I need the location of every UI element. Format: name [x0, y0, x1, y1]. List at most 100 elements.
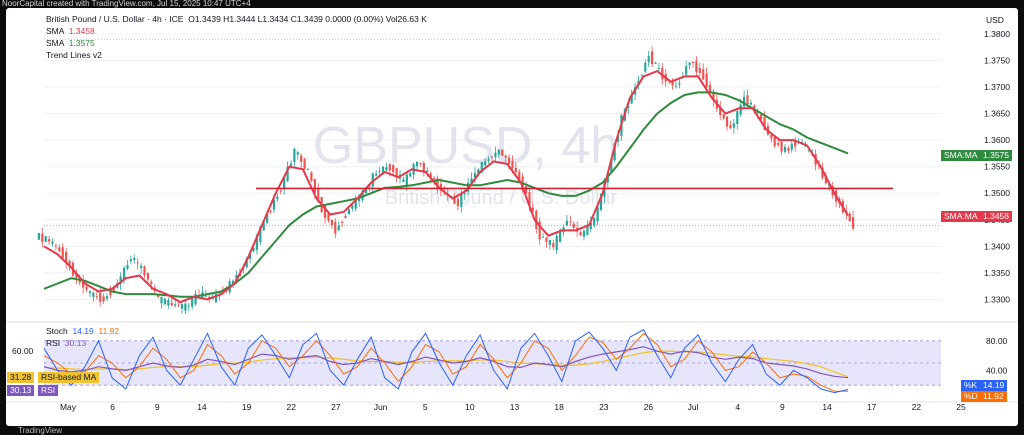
candle-body: [518, 171, 521, 182]
candle-body: [68, 260, 71, 266]
candle-body: [674, 85, 678, 87]
time-tick-label: 25: [956, 402, 966, 412]
candle-body: [180, 304, 184, 309]
candle-body: [61, 247, 64, 259]
candle-body: [753, 105, 756, 110]
candle-body: [163, 298, 167, 305]
candle-body: [44, 236, 47, 242]
candle-body: [535, 210, 538, 229]
candle-body: [821, 167, 824, 178]
candle-body: [429, 173, 432, 178]
candle-body: [470, 178, 473, 183]
price-tick-label: 1.3650: [984, 109, 1010, 119]
time-tick-label: 5: [423, 402, 428, 412]
candle-body: [95, 296, 98, 297]
candle-body: [780, 142, 783, 152]
candle-body: [112, 288, 115, 291]
time-tick-label: 17: [867, 402, 877, 412]
legend-sma-fast[interactable]: SMA 1.3458: [46, 26, 95, 37]
legend-sma-slow[interactable]: SMA 1.3575: [46, 38, 95, 49]
candle-body: [306, 169, 310, 170]
candle-body: [133, 257, 136, 261]
candle-body: [824, 175, 827, 184]
candle-body: [708, 84, 712, 92]
candle-body: [640, 74, 643, 76]
time-tick-label: May: [60, 402, 77, 412]
candle-body: [82, 280, 85, 288]
price-tick-label: 1.3750: [984, 56, 1010, 66]
watermark-symbol: GBPUSD, 4h: [313, 117, 619, 175]
candle-body: [511, 161, 514, 169]
candle-body: [742, 96, 746, 107]
candle-body: [729, 125, 732, 129]
candle-body: [688, 62, 691, 66]
sma-fast-value: 1.3458: [68, 26, 95, 36]
osc-left-tick: 60.00: [12, 346, 34, 356]
candle-body: [460, 194, 463, 207]
candle-body: [773, 137, 776, 146]
candle-body: [630, 94, 633, 104]
candle-body: [627, 106, 630, 108]
candle-body: [480, 161, 483, 173]
candle-body: [187, 305, 190, 307]
candle-body: [559, 231, 562, 242]
candle-body: [487, 159, 490, 161]
candle-body: [596, 206, 599, 222]
candle-body: [589, 222, 592, 229]
stoch-k-value: 14.19: [72, 326, 94, 336]
sma-slow-label: SMA: [46, 38, 64, 48]
candle-body: [490, 156, 494, 158]
chart-svg[interactable]: 1.38001.37501.37001.36501.36001.35501.35…: [6, 8, 1018, 426]
rsi-label: RSI: [46, 338, 61, 348]
candle-body: [719, 106, 722, 116]
candle-body: [569, 221, 572, 223]
candle-body: [170, 302, 173, 306]
candle-body: [777, 143, 780, 146]
candle-body: [613, 143, 616, 161]
candle-body: [804, 145, 807, 147]
candle-body: [790, 143, 793, 150]
price-tick-label: 1.3350: [984, 268, 1010, 278]
candle-body: [848, 213, 851, 222]
chart-card[interactable]: 1.3800 1.3750 1.3700 1.3650 1.3600 1.3550 1.35…: [6, 8, 1018, 426]
candle-body: [763, 117, 766, 131]
candle-body: [194, 293, 197, 305]
candle-body: [419, 162, 422, 164]
stoch-d-line: [43, 332, 849, 392]
candle-body: [507, 157, 511, 165]
candle-body: [616, 136, 620, 142]
price-tick-label: 1.3700: [984, 82, 1010, 92]
bottom-bar: TradingView: [0, 426, 1024, 435]
candle-body: [409, 172, 412, 177]
candle-body: [702, 69, 705, 80]
candle-body: [286, 167, 289, 181]
candle-body: [501, 149, 504, 156]
legend-trendlines[interactable]: Trend Lines v2: [46, 50, 102, 60]
candle-body: [746, 95, 749, 104]
candle-body: [732, 123, 735, 128]
candle-body: [817, 165, 821, 167]
rsi-legend[interactable]: RSI 30.13: [46, 338, 86, 349]
sma-fast-price-value: 1.3458: [980, 211, 1012, 222]
candle-body: [255, 234, 259, 250]
tradingview-logo[interactable]: TradingView: [18, 426, 63, 435]
candle-body: [749, 102, 753, 105]
candle-body: [191, 298, 194, 307]
candle-body: [276, 196, 279, 200]
candle-body: [395, 168, 398, 178]
candle-body: [541, 236, 545, 238]
time-tick-label: 22: [287, 402, 297, 412]
candle-body: [463, 193, 466, 195]
candle-body: [593, 217, 596, 226]
candle-body: [272, 199, 276, 210]
candle-body: [415, 161, 419, 167]
top-caption: NoorCapital created with TradingView.com…: [0, 0, 1024, 8]
candle-body: [323, 205, 327, 218]
stoch-legend[interactable]: Stoch 14.19 11.92: [46, 326, 119, 337]
legend-symbol[interactable]: British Pound / U.S. Dollar · 4h · ICE: [46, 14, 184, 24]
candle-body: [214, 293, 218, 303]
time-tick-label: 4: [735, 402, 740, 412]
osc-tick-label: 80.00: [986, 336, 1008, 346]
candle-body: [150, 281, 153, 284]
rsi-value: 30.13: [64, 338, 87, 348]
